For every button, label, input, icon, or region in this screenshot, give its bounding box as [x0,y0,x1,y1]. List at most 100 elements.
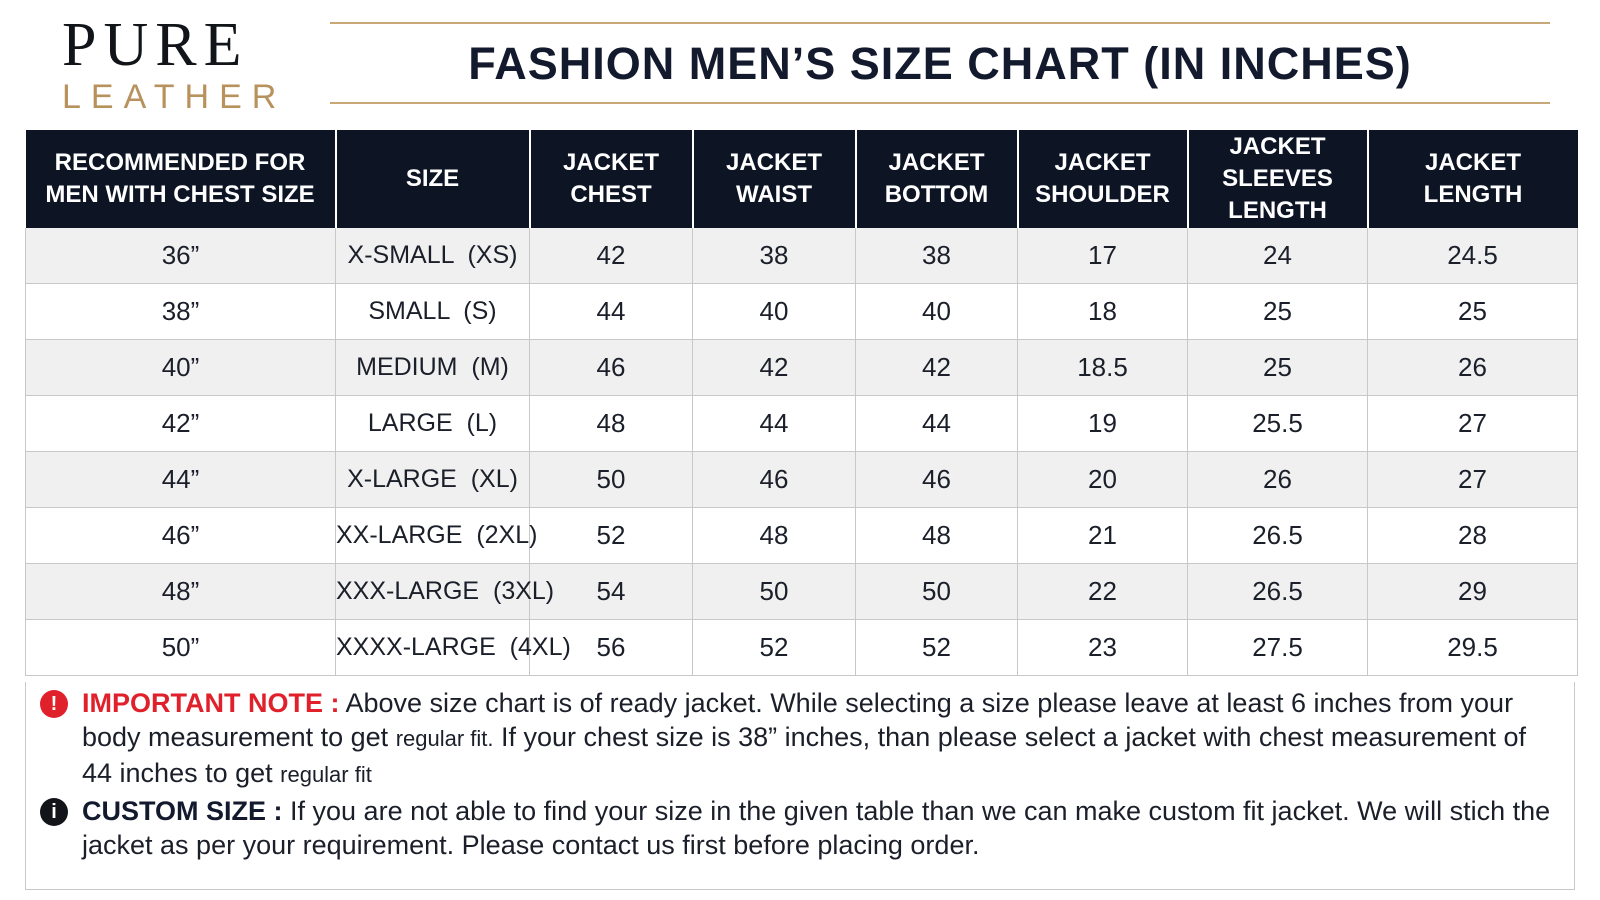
size-cell: XXX-LARGE (3XL) [335,563,554,620]
column-header-line: LENGTH [1228,197,1327,224]
table-cell: 38 [692,228,856,284]
page-title: FASHION MEN’S SIZE CHART (IN INCHES) [468,38,1412,89]
column-header: JACKET BOTTOM [855,130,1019,228]
table-row: 46” XX-LARGE (2XL) 52 48 48 21 26.5 28 [25,507,1578,564]
table-cell: 40 [692,283,856,340]
size-cell: X-SMALL (XS) [335,228,530,284]
column-header-line: JACKET [1424,149,1521,176]
table-cell: 56 [529,619,693,676]
table-cell: 25 [1187,283,1368,340]
column-header-line: RECOMMENDED FOR [54,149,306,176]
table-cell: 27 [1367,451,1578,508]
table-cell: 26.5 [1187,507,1368,564]
table-cell: 50 [855,563,1018,620]
custom-size-note: i CUSTOM SIZE : If you are not able to f… [40,794,1554,862]
table-row: 50” XXXX-LARGE (4XL) 56 52 52 23 27.5 29.5 [25,619,1578,676]
custom-size-label: CUSTOM SIZE : [82,796,283,826]
table-cell: 50” [25,619,336,676]
table-cell: 42 [855,339,1018,396]
size-chart-table-container: RECOMMENDED FOR MEN WITH CHEST SIZE SIZE JA… [25,130,1578,676]
table-cell: 24.5 [1367,228,1578,284]
size-cell: XXXX-LARGE (4XL) [335,619,571,676]
column-header: JACKET SHOULDER [1017,130,1189,228]
important-note-text-a: Above size chart is of ready jacket. Whi… [82,688,1514,752]
table-cell: 21 [1017,507,1188,564]
table-cell: 44” [25,451,336,508]
column-header-line: SHOULDER [1035,181,1170,208]
column-header: JACKET CHEST [529,130,694,228]
custom-size-text: If you are not able to find your size in… [82,796,1551,860]
size-cell: XX-LARGE (2XL) [335,507,537,564]
table-cell: 24 [1187,228,1368,284]
important-note-regular-fit-b: regular fit [280,762,372,787]
table-cell: 28 [1367,507,1578,564]
table-cell: 42” [25,395,336,452]
table-row: 44” X-LARGE (XL) 50 46 46 20 26 27 [25,451,1578,508]
table-cell: 46 [529,339,693,396]
table-cell: 40 [855,283,1018,340]
table-cell: 48 [855,507,1018,564]
column-header: JACKET WAIST [692,130,857,228]
table-cell: 18.5 [1017,339,1188,396]
table-cell: 38 [855,228,1018,284]
important-note-label: IMPORTANT NOTE : [82,688,340,718]
table-cell: 44 [529,283,693,340]
table-row: 40” MEDIUM (M) 46 42 42 18.5 25 26 [25,339,1578,396]
table-row: 48” XXX-LARGE (3XL) 54 50 50 22 26.5 29 [25,563,1578,620]
table-cell: 23 [1017,619,1188,676]
table-cell: 36” [25,228,336,284]
column-header-line: SIZE [405,165,460,192]
table-header-row: RECOMMENDED FOR MEN WITH CHEST SIZE SIZE JA… [25,130,1578,228]
column-header-line: JACKET [1229,133,1326,160]
table-cell: 52 [529,507,693,564]
notes-panel: ! IMPORTANT NOTE : Above size chart is o… [25,682,1575,890]
table-cell: 29.5 [1367,619,1578,676]
table-cell: 40” [25,339,336,396]
table-cell: 29 [1367,563,1578,620]
table-row: 38” SMALL (S) 44 40 40 18 25 25 [25,283,1578,340]
table-cell: 46 [692,451,856,508]
column-header-line: JACKET [1054,149,1151,176]
table-cell: 25 [1367,283,1578,340]
table-cell: 46” [25,507,336,564]
size-cell: X-LARGE (XL) [335,451,530,508]
column-header-line: MEN WITH CHEST SIZE [45,181,315,208]
column-header: JACKET LENGTH [1367,130,1578,228]
alert-icon: ! [40,690,68,718]
size-cell: MEDIUM (M) [335,339,530,396]
title-divider-bottom [330,102,1550,104]
table-cell: 50 [529,451,693,508]
table-cell: 46 [855,451,1018,508]
table-row: 42” LARGE (L) 48 44 44 19 25.5 27 [25,395,1578,452]
table-cell: 38” [25,283,336,340]
table-cell: 26 [1187,451,1368,508]
important-note-text-b: If your chest size is 38” inches, than p… [82,722,1527,788]
table-cell: 22 [1017,563,1188,620]
table-body: 36” X-SMALL (XS) 42 38 38 17 24 24.5 38” SMALL (S… [25,228,1578,676]
column-header: RECOMMENDED FOR MEN WITH CHEST SIZE [25,130,337,228]
table-cell: 54 [529,563,693,620]
column-header-line: BOTTOM [884,181,989,208]
size-chart-table: RECOMMENDED FOR MEN WITH CHEST SIZE SIZE JA… [25,130,1578,676]
table-cell: 44 [692,395,856,452]
table-cell: 50 [692,563,856,620]
size-cell: LARGE (L) [335,395,530,452]
brand-name-line1: PURE [62,11,249,79]
table-cell: 19 [1017,395,1188,452]
column-header-line: JACKET [725,149,822,176]
title-divider-top [330,22,1550,24]
table-cell: 48 [692,507,856,564]
column-header-line: CHEST [570,181,652,208]
column-header-line: JACKET [562,149,659,176]
title-area: FASHION MEN’S SIZE CHART (IN INCHES) [330,22,1550,104]
table-row: 36” X-SMALL (XS) 42 38 38 17 24 24.5 [25,228,1578,284]
table-cell: 44 [855,395,1018,452]
table-cell: 18 [1017,283,1188,340]
table-cell: 27.5 [1187,619,1368,676]
info-icon: i [40,798,68,826]
table-cell: 48 [529,395,693,452]
brand-logo: PURE LEATHER [62,11,276,114]
table-cell: 42 [529,228,693,284]
important-note-regular-fit-a: regular fit. [395,726,494,751]
table-cell: 48” [25,563,336,620]
